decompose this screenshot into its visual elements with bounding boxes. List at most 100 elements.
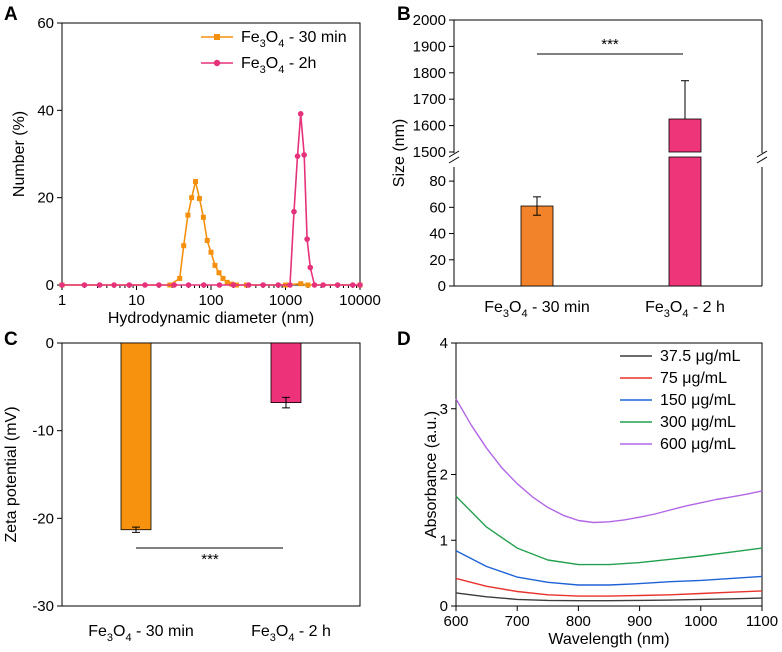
y-tick-label: -20 <box>32 510 54 527</box>
series-line-2 <box>62 113 360 286</box>
y-tick-label: 1800 <box>413 65 446 82</box>
y-tick-label: 1700 <box>413 91 446 108</box>
y-tick-label: 1900 <box>413 38 446 55</box>
y-tick-label: 2000 <box>413 12 446 29</box>
plot-frame <box>61 342 361 607</box>
x-tick-label: 100 <box>198 292 223 309</box>
data-point <box>304 236 310 242</box>
data-point <box>301 152 307 158</box>
data-point <box>196 196 202 202</box>
data-point <box>230 282 237 288</box>
series-line-2 <box>455 577 763 597</box>
data-point <box>96 282 103 288</box>
bar-2-lower <box>668 156 702 287</box>
y-tick-label: 80 <box>429 173 446 190</box>
data-point <box>212 262 218 268</box>
data-point <box>216 282 223 288</box>
legend-label: 75 μg/mL <box>660 370 727 387</box>
series-line-5 <box>455 398 763 524</box>
legend-label: 37.5 μg/mL <box>660 348 740 365</box>
data-point <box>181 243 187 249</box>
data-point <box>200 282 207 288</box>
x-axis-label: Wavelength (nm) <box>548 631 669 648</box>
data-point <box>245 282 252 288</box>
y-tick-label: 4 <box>440 335 448 352</box>
y-tick-label: 20 <box>429 252 446 269</box>
category-label: Fe3O4 - 30 min <box>88 623 194 644</box>
y-tick-label: 3 <box>440 401 448 418</box>
significance-label: *** <box>601 36 619 53</box>
legend-marker <box>213 59 221 67</box>
data-point <box>349 282 356 288</box>
data-point <box>177 275 183 281</box>
y-axis-label: Zeta potential (mV) <box>3 406 20 542</box>
y-tick-label: 20 <box>37 190 54 207</box>
category-label: Fe3O4 - 2 h <box>645 299 725 320</box>
data-point <box>200 214 206 220</box>
y-tick-label: 0 <box>46 277 54 294</box>
series-line-1 <box>455 592 763 602</box>
x-tick-label: 1000 <box>684 613 717 630</box>
x-tick-label: 1 <box>58 292 66 309</box>
data-point <box>189 195 195 201</box>
x-tick-label: 600 <box>443 613 468 630</box>
x-tick-label: 10 <box>128 292 145 309</box>
y-tick-label: 2 <box>440 467 448 484</box>
data-point <box>334 282 341 288</box>
data-point <box>185 212 191 218</box>
category-label: Fe3O4 - 2 h <box>251 623 331 644</box>
panel-letter-b: B <box>397 4 411 25</box>
bar-1 <box>120 342 152 531</box>
axis-break-mark <box>756 150 768 158</box>
data-point <box>307 264 314 271</box>
data-point <box>275 282 282 288</box>
data-point <box>204 237 210 243</box>
data-point <box>81 282 88 288</box>
panel-a-chart: 0 20 40 60 1 10 100 1000 10000 Hydrodynamic diame… <box>11 15 381 327</box>
data-point <box>294 153 301 159</box>
panel-letter-a: A <box>4 4 18 25</box>
legend-label: 150 μg/mL <box>660 392 736 409</box>
series-line-4 <box>455 495 763 566</box>
data-point <box>311 282 318 288</box>
data-point <box>171 282 177 288</box>
y-axis-label: Size (nm) <box>391 119 408 187</box>
bar-2 <box>270 342 302 404</box>
data-point <box>185 282 192 288</box>
data-point <box>260 282 266 288</box>
y-tick-label: 60 <box>37 15 54 32</box>
bar-2-upper <box>668 118 702 153</box>
x-tick-label: 1000 <box>269 292 302 309</box>
data-point <box>291 208 297 215</box>
panel-d-chart: 0 1 2 3 4 600 700 800 900 1000 1100 Wavelength (nm)… <box>423 335 778 648</box>
series-line-1 <box>62 181 360 286</box>
data-point <box>320 282 326 288</box>
data-point <box>297 111 304 117</box>
data-point <box>298 281 304 287</box>
x-tick-label: 800 <box>566 613 591 630</box>
data-point <box>220 275 226 281</box>
data-point <box>287 282 293 288</box>
legend-label: Fe3O4 - 2h <box>241 55 316 76</box>
data-point <box>216 270 222 276</box>
axis-break-mark <box>448 150 460 158</box>
x-tick-label: 10000 <box>339 292 381 309</box>
panel-letter-c: C <box>4 329 18 350</box>
data-point <box>208 249 214 255</box>
data-point <box>156 282 162 288</box>
legend-label: 600 μg/mL <box>660 436 736 453</box>
axis-break-mark <box>448 156 460 164</box>
series-line-3 <box>455 550 763 586</box>
data-point <box>126 282 133 288</box>
y-tick-label: 0 <box>46 335 54 352</box>
axis-break-mark <box>756 156 768 164</box>
y-tick-label: 1 <box>440 532 448 549</box>
legend-label: Fe3O4 - 30 min <box>241 29 347 50</box>
y-axis-label: Number (%) <box>11 111 28 197</box>
y-tick-label: -10 <box>32 423 54 440</box>
panel-b-chart: 1500 1600 1700 1800 1900 2000 0 20 40 60 80 Size (n… <box>391 12 768 320</box>
y-tick-label: -30 <box>32 598 54 615</box>
category-label: Fe3O4 - 30 min <box>484 299 590 320</box>
y-axis-label: Absorbance (a.u.) <box>423 411 440 538</box>
